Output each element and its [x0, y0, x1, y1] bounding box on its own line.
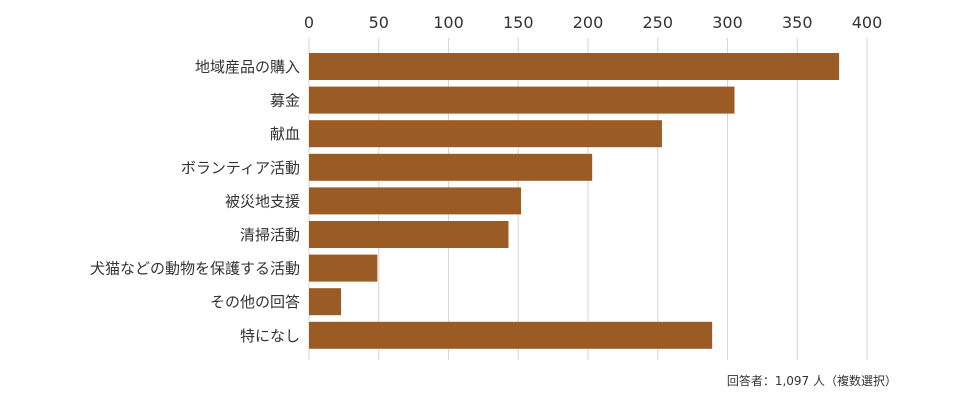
x-tick-label: 0	[304, 13, 314, 32]
bar	[309, 221, 509, 248]
category-label: 献血	[270, 125, 300, 143]
x-tick-label: 350	[782, 13, 813, 32]
category-label: 清掃活動	[240, 226, 300, 244]
bar	[309, 120, 662, 148]
x-tick-label: 250	[642, 13, 673, 32]
bar	[309, 153, 593, 181]
bar	[309, 254, 378, 282]
bar	[309, 53, 840, 80]
category-label: ボランティア活動	[181, 159, 300, 177]
bar	[309, 187, 522, 215]
bar	[309, 321, 713, 349]
category-label: 募金	[270, 92, 300, 110]
x-tick-label: 150	[503, 13, 534, 32]
x-tick-label: 400	[852, 13, 883, 32]
category-label: 犬猫などの動物を保護する活動	[90, 260, 300, 278]
respondent-note: 回答者：1,097 人（複数選択）	[727, 373, 897, 388]
category-labels: 地域産品の購入募金献血ボランティア活動被災地支援清掃活動犬猫などの動物を保護する…	[90, 58, 300, 345]
x-tick-label: 100	[433, 13, 464, 32]
category-label: 被災地支援	[225, 192, 300, 210]
x-tick-labels: 0 50 100 150 200 250 300 350 400	[304, 13, 882, 32]
category-label: 特になし	[240, 327, 300, 345]
x-tick-label: 50	[369, 13, 389, 32]
bars-layer	[309, 53, 840, 349]
x-tick-label: 300	[712, 13, 743, 32]
x-tick-label: 200	[573, 13, 604, 32]
category-label: その他の回答	[210, 293, 300, 311]
bar	[309, 86, 735, 114]
category-label: 地域産品の購入	[195, 58, 300, 76]
bar	[309, 288, 342, 316]
